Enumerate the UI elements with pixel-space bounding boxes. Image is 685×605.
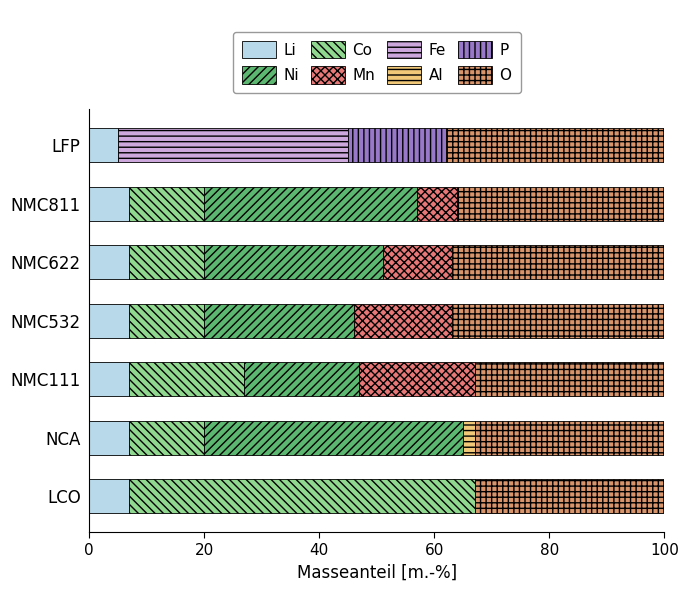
Bar — [382, 245, 451, 279]
Bar — [451, 304, 664, 338]
Bar — [360, 362, 475, 396]
Bar — [129, 304, 204, 338]
Bar — [204, 420, 463, 454]
Bar — [475, 362, 664, 396]
Bar — [129, 362, 245, 396]
Bar — [451, 245, 664, 279]
Bar — [118, 128, 348, 162]
Bar — [129, 187, 204, 221]
Bar — [458, 187, 664, 221]
Bar — [129, 245, 204, 279]
Bar — [475, 420, 664, 454]
Bar — [89, 479, 129, 513]
Bar — [204, 304, 353, 338]
Bar — [89, 362, 129, 396]
Bar — [89, 304, 129, 338]
Bar — [129, 420, 204, 454]
Bar — [446, 128, 664, 162]
Bar — [89, 187, 129, 221]
Bar — [245, 362, 360, 396]
X-axis label: Masseanteil [m.-%]: Masseanteil [m.-%] — [297, 563, 457, 581]
Bar — [89, 420, 129, 454]
Legend: Li, Ni, Co, Mn, Fe, Al, P, O: Li, Ni, Co, Mn, Fe, Al, P, O — [233, 31, 521, 93]
Bar — [353, 304, 451, 338]
Bar — [204, 187, 417, 221]
Bar — [89, 128, 118, 162]
Bar — [204, 245, 382, 279]
Bar — [475, 479, 664, 513]
Bar — [417, 187, 458, 221]
Bar — [348, 128, 446, 162]
Bar — [129, 479, 475, 513]
Bar — [89, 245, 129, 279]
Bar — [463, 420, 475, 454]
